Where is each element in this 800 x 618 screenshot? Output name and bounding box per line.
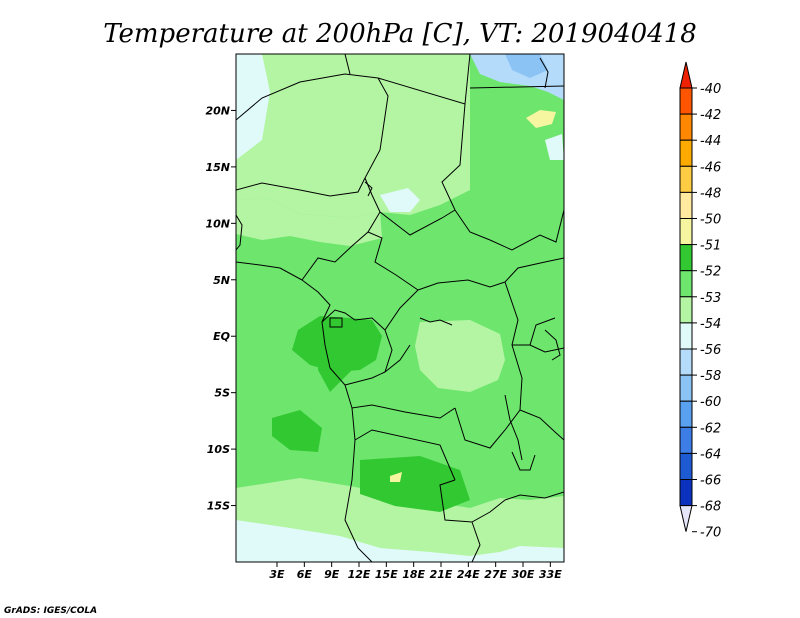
colorbar-swatch [679, 244, 693, 272]
colorbar: -40 -42 -44 -46 -48 -50 -51 -52 -53 -54 -56 -58 -60 -… [679, 61, 721, 541]
colorbar-swatch [679, 296, 693, 324]
colorbar-swatch [679, 165, 693, 193]
colorbar-label: -70 [700, 526, 721, 541]
colorbar-swatch [679, 113, 693, 141]
y-tick-label: 15S [207, 500, 230, 513]
x-tick-label: 12E [348, 568, 371, 581]
colorbar-label: -51 [700, 239, 721, 254]
x-tick-label: 24E [457, 568, 480, 581]
colorbar-label: -40 [700, 82, 721, 97]
x-tick-label: 21E [430, 568, 453, 581]
shading-region-congo-basin-pale [415, 320, 505, 392]
shading-region-northwest-band [236, 198, 382, 246]
country-borders [236, 54, 564, 562]
colorbar-label: -56 [700, 343, 721, 358]
colorbar-swatch [679, 270, 693, 298]
colorbar-bottom-arrow [679, 505, 693, 532]
colorbar-label: -64 [700, 447, 721, 462]
colorbar-swatch [679, 191, 693, 219]
shading-region-angola-west [272, 410, 322, 452]
colorbar-label: -53 [700, 291, 721, 306]
x-axis-ticks: 3E 6E 9E 12E 15E 18E 21E 24E 27E 30E 33E [269, 562, 562, 581]
shading-region-sahara-pale [380, 188, 420, 212]
shading-region-angola-south [360, 456, 470, 512]
colorbar-label: -66 [700, 474, 721, 489]
colorbar-label: -60 [700, 395, 721, 410]
shading-region-angola-warm [390, 472, 402, 482]
credit-label: GrADS: IGES/COLA [4, 606, 97, 616]
colorbar-label: -42 [700, 108, 721, 123]
shading-region-libya-egypt-warm [526, 110, 556, 128]
colorbar-swatch [679, 400, 693, 428]
colorbar-swatch [679, 374, 693, 402]
colorbar-top-arrow [679, 61, 693, 89]
x-tick-label: 9E [324, 568, 340, 581]
y-tick-label: 15N [205, 161, 230, 174]
chart-title: Temperature at 200hPa [C], VT: 201904041… [103, 19, 697, 49]
y-axis-ticks: 20N 15N 10N 5N EQ 5S 10S 15S [205, 104, 236, 513]
x-tick-label: 33E [539, 568, 562, 581]
shading-region-north-west-edge [236, 54, 270, 160]
colorbar-swatch [679, 139, 693, 167]
y-tick-label: 5S [214, 387, 230, 400]
shading-region-southwest-corner [236, 520, 564, 562]
colorbar-label: -54 [700, 317, 721, 332]
shading-region-east-pale-patch [545, 134, 564, 160]
colorbar-label: -68 [700, 500, 721, 515]
y-tick-label: EQ [213, 330, 230, 343]
colorbar-swatch [679, 87, 693, 115]
y-tick-label: 10S [207, 443, 230, 456]
plot-frame [235, 53, 565, 563]
colorbar-label: -44 [700, 134, 721, 149]
x-tick-label: 27E [484, 568, 507, 581]
x-tick-label: 18E [402, 568, 425, 581]
colorbar-label: -50 [700, 213, 721, 228]
colorbar-label: -62 [700, 421, 721, 436]
y-tick-label: 20N [205, 104, 230, 117]
colorbar-swatch [679, 426, 693, 454]
x-tick-label: 6E [297, 568, 313, 581]
x-tick-label: 3E [269, 568, 285, 581]
x-tick-label: 15E [375, 568, 398, 581]
shading-region-north-central-band [236, 54, 470, 218]
colorbar-label: -52 [700, 265, 721, 280]
y-tick-label: 10N [205, 217, 230, 230]
colorbar-swatch [679, 218, 693, 246]
colorbar-swatch [679, 479, 693, 507]
shading-region-northeast-corner-deep [505, 54, 548, 78]
x-tick-label: 30E [512, 568, 535, 581]
map-plot-area [236, 54, 564, 562]
colorbar-label: -48 [700, 186, 721, 201]
colorbar-label: -46 [700, 160, 721, 175]
colorbar-label: -58 [700, 369, 721, 384]
colorbar-swatch [679, 452, 693, 480]
colorbar-swatch [679, 322, 693, 350]
colorbar-swatch [679, 348, 693, 376]
y-tick-label: 5N [213, 274, 230, 287]
